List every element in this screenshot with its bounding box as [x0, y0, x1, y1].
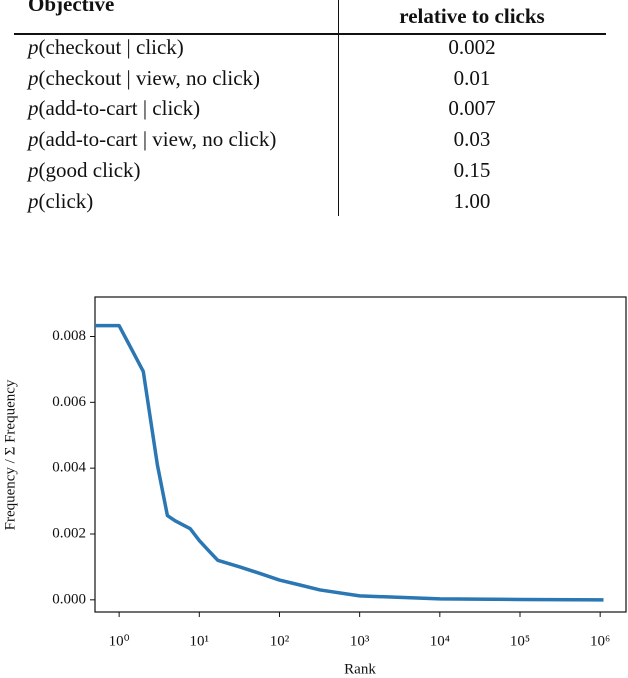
x-tick-label: 10⁴ — [430, 633, 450, 649]
row-value: 0.007 — [448, 96, 496, 121]
y-axis-label: Frequency / Σ Frequency — [2, 379, 18, 530]
row-label: p(add-to-cart | view, no click) — [28, 127, 277, 152]
x-tick-label: 10⁰ — [109, 633, 130, 649]
table-header: relative to clicks — [399, 4, 545, 28]
row-value: 0.01 — [453, 65, 491, 90]
row-label: p(checkout | view, no click) — [28, 65, 261, 90]
x-axis-label: Rank — [344, 661, 376, 677]
x-tick-label: 10¹ — [190, 633, 210, 649]
table-rule — [14, 33, 606, 35]
y-tick-label: 0.004 — [52, 460, 86, 476]
table-divider — [338, 0, 339, 216]
row-label: p(add-to-cart | click) — [28, 96, 201, 121]
row-label: p(checkout | click) — [28, 35, 184, 59]
row-value: 0.03 — [453, 127, 491, 152]
table-header: Objective — [28, 0, 115, 16]
row-value: 1.00 — [453, 188, 491, 213]
y-tick-label: 0.000 — [52, 591, 86, 607]
row-label: p(click) — [28, 188, 94, 213]
x-tick-label: 10⁶ — [590, 633, 610, 649]
data-line — [95, 323, 604, 602]
row-value: 0.002 — [448, 35, 496, 59]
row-value: 0.15 — [453, 157, 491, 182]
x-tick-label: 10⁵ — [510, 633, 530, 649]
x-tick-label: 10² — [270, 633, 290, 649]
y-tick-label: 0.008 — [52, 328, 86, 344]
x-tick-label: 10³ — [350, 633, 370, 649]
y-tick-label: 0.006 — [52, 394, 86, 410]
plot-frame — [94, 296, 627, 613]
y-tick-label: 0.002 — [52, 525, 86, 541]
row-label: p(good click) — [28, 157, 141, 182]
